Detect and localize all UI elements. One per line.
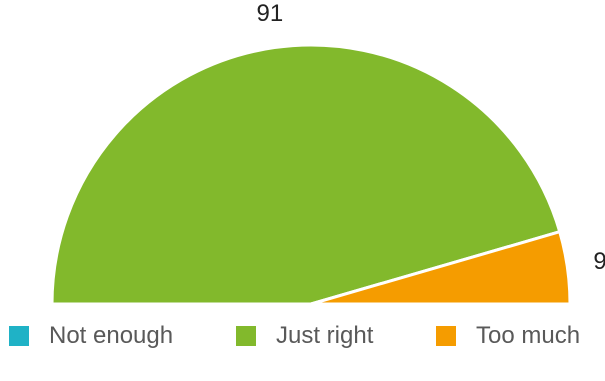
data-label-just-right: 91 xyxy=(257,0,284,27)
legend-label-just-right: Just right xyxy=(276,322,374,349)
legend-label-not-enough: Not enough xyxy=(49,322,174,349)
legend-item-not-enough: Not enough xyxy=(9,322,173,350)
legend-swatch-not-enough xyxy=(9,326,29,346)
legend-item-just-right: Just right xyxy=(236,322,373,350)
legend-swatch-too-much xyxy=(436,326,456,346)
pie-slice-just-right xyxy=(50,43,562,306)
legend-swatch-just-right xyxy=(236,326,256,346)
chart-legend: Not enough Just right Too much xyxy=(0,318,605,368)
pie-slice-too-much xyxy=(309,230,572,306)
data-label-too-much: 9 xyxy=(593,248,605,275)
chart-canvas: 91 9 xyxy=(50,0,605,306)
legend-label-too-much: Too much xyxy=(476,322,581,349)
legend-item-too-much: Too much xyxy=(436,322,580,350)
